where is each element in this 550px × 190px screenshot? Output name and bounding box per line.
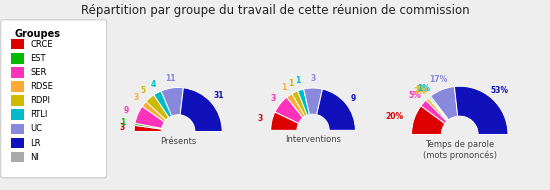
Wedge shape: [134, 125, 162, 131]
Wedge shape: [298, 89, 310, 115]
Text: RTLI: RTLI: [30, 110, 48, 119]
Text: 1%: 1%: [415, 85, 428, 94]
Bar: [11, 109, 24, 120]
Text: Groupes: Groupes: [15, 29, 61, 39]
Text: Répartition par groupe du travail de cette réunion de commission: Répartition par groupe du travail de cet…: [81, 4, 469, 17]
Text: 9: 9: [124, 106, 129, 115]
Wedge shape: [135, 123, 162, 129]
Wedge shape: [317, 89, 355, 130]
Text: Interventions: Interventions: [285, 135, 341, 144]
Wedge shape: [135, 106, 164, 128]
Text: 1: 1: [295, 77, 300, 86]
Text: RDSE: RDSE: [30, 82, 53, 91]
Text: 4: 4: [150, 80, 156, 89]
Text: 3: 3: [270, 94, 276, 103]
Wedge shape: [428, 97, 448, 121]
Text: RDPI: RDPI: [30, 96, 50, 105]
Text: 17%: 17%: [429, 75, 447, 84]
Text: LR: LR: [30, 139, 41, 147]
Text: 3: 3: [257, 114, 263, 123]
Bar: [11, 138, 24, 148]
Wedge shape: [411, 106, 445, 135]
Bar: [11, 67, 24, 78]
Wedge shape: [304, 88, 322, 115]
Text: 53%: 53%: [490, 86, 508, 95]
Text: 5%: 5%: [409, 91, 422, 101]
Text: EST: EST: [30, 54, 46, 63]
Text: 1: 1: [120, 118, 125, 127]
Wedge shape: [454, 86, 508, 135]
Wedge shape: [426, 98, 448, 121]
Wedge shape: [142, 101, 166, 122]
Text: 2%: 2%: [414, 87, 426, 96]
Bar: [11, 81, 24, 92]
Bar: [11, 39, 24, 49]
Wedge shape: [271, 112, 299, 130]
Text: 1%: 1%: [417, 84, 430, 93]
Text: Temps de parole
(mots prononcés): Temps de parole (mots prononcés): [423, 140, 497, 160]
Wedge shape: [161, 88, 183, 116]
Wedge shape: [146, 95, 169, 120]
Bar: [11, 53, 24, 63]
Text: 11: 11: [166, 74, 176, 83]
Text: SER: SER: [30, 68, 47, 77]
Wedge shape: [430, 96, 449, 120]
Text: 1: 1: [282, 83, 287, 92]
Bar: [11, 124, 24, 134]
Wedge shape: [180, 88, 222, 131]
Bar: [11, 152, 24, 162]
Text: CRCE: CRCE: [30, 40, 53, 49]
Text: 3: 3: [134, 93, 139, 102]
Wedge shape: [421, 100, 447, 124]
Text: 9: 9: [351, 94, 356, 103]
Text: 20%: 20%: [386, 112, 404, 121]
Text: 3: 3: [119, 123, 125, 132]
FancyBboxPatch shape: [1, 20, 107, 178]
Text: 1: 1: [288, 79, 293, 88]
Wedge shape: [275, 97, 303, 123]
Wedge shape: [431, 86, 458, 120]
Wedge shape: [154, 91, 172, 118]
Text: UC: UC: [30, 124, 42, 133]
Bar: [11, 95, 24, 106]
Wedge shape: [287, 94, 305, 118]
Text: 3: 3: [310, 74, 316, 83]
Text: 5: 5: [141, 86, 146, 95]
Text: 31: 31: [213, 91, 223, 100]
Wedge shape: [292, 91, 307, 116]
Text: NI: NI: [30, 153, 39, 162]
Text: Présents: Présents: [160, 137, 196, 146]
